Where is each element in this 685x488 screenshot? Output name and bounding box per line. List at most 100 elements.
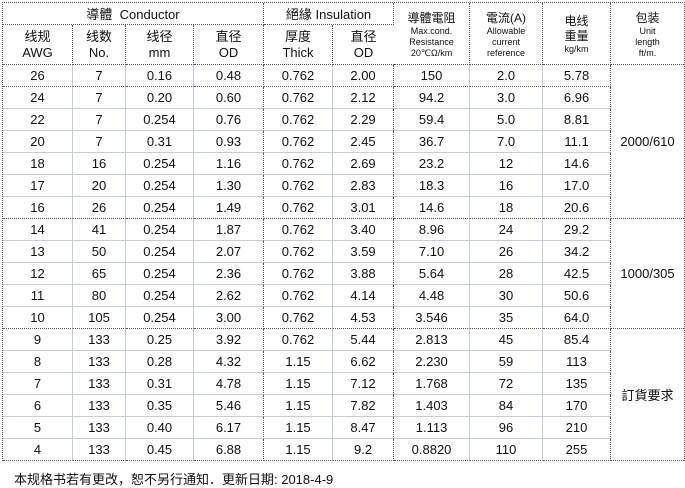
cell-diameter-mm: 0.254 bbox=[126, 263, 194, 285]
cell-thickness: 0.762 bbox=[264, 87, 334, 109]
table-row: 13 50 0.254 2.07 0.762 3.59 7.10 26 34.2 bbox=[3, 241, 684, 263]
cell-resistance: 8.96 bbox=[394, 219, 471, 241]
cell-current: 7.0 bbox=[470, 131, 544, 153]
cell-weight: 42.5 bbox=[543, 263, 612, 285]
cell-current: 59 bbox=[470, 351, 544, 373]
cell-resistance: 3.546 bbox=[394, 307, 471, 329]
table-row: 10 105 0.254 3.00 0.762 4.53 3.546 35 64.0 bbox=[3, 307, 684, 329]
cell-current: 84 bbox=[470, 395, 544, 417]
table-row: 16 26 0.254 1.49 0.762 3.01 14.6 18 20.6 bbox=[3, 197, 684, 219]
cell-insulation-od: 2.00 bbox=[333, 65, 395, 87]
cell-weight: 6.96 bbox=[543, 87, 612, 109]
cell-current: 45 bbox=[470, 329, 544, 351]
cell-awg: 16 bbox=[3, 197, 73, 219]
cell-diameter-mm: 0.254 bbox=[126, 197, 194, 219]
cell-diameter-mm: 0.31 bbox=[126, 131, 194, 153]
package-column-header: 包装 Unit length ft/m. bbox=[611, 3, 685, 65]
cell-diameter-mm: 0.254 bbox=[126, 175, 194, 197]
cell-insulation-od: 5.44 bbox=[333, 329, 395, 351]
cell-awg: 10 bbox=[3, 307, 73, 329]
cell-resistance: 7.10 bbox=[394, 241, 471, 263]
table-header: 導體 Conductor 絕緣 Insulation 導體電阻 Max.cond.… bbox=[3, 3, 685, 65]
cell-conductor-od: 1.49 bbox=[194, 197, 265, 219]
cell-awg: 17 bbox=[3, 175, 73, 197]
cell-strands: 80 bbox=[73, 285, 126, 307]
cell-thickness: 0.762 bbox=[264, 329, 334, 351]
cell-resistance: 0.8820 bbox=[394, 439, 471, 461]
cell-insulation-od: 2.29 bbox=[333, 109, 395, 131]
cell-weight: 20.6 bbox=[543, 197, 612, 219]
cell-diameter-mm: 0.40 bbox=[126, 417, 194, 439]
cell-thickness: 1.15 bbox=[264, 351, 334, 373]
cell-insulation-od: 4.53 bbox=[333, 307, 395, 329]
cell-current: 35 bbox=[470, 307, 544, 329]
cell-weight: 14.6 bbox=[543, 153, 612, 175]
cell-thickness: 0.762 bbox=[264, 197, 334, 219]
cell-diameter-mm: 0.35 bbox=[126, 395, 194, 417]
table-row: 7 133 0.31 4.78 1.15 7.12 1.768 72 135 bbox=[3, 373, 684, 395]
cell-package-group: 1000/305 bbox=[611, 219, 685, 329]
weight-column-header: 电线 重量 kg/km bbox=[543, 3, 612, 65]
cell-awg: 5 bbox=[3, 417, 73, 439]
cell-thickness: 0.762 bbox=[264, 307, 334, 329]
cell-diameter-mm: 0.254 bbox=[126, 285, 194, 307]
cell-resistance: 5.64 bbox=[394, 263, 471, 285]
cell-weight: 17.0 bbox=[543, 175, 612, 197]
cell-strands: 7 bbox=[73, 131, 126, 153]
cell-insulation-od: 2.12 bbox=[333, 87, 395, 109]
cell-conductor-od: 4.32 bbox=[194, 351, 265, 373]
cell-strands: 133 bbox=[73, 373, 126, 395]
cell-current: 18 bbox=[470, 197, 544, 219]
cell-diameter-mm: 0.254 bbox=[126, 153, 194, 175]
cell-diameter-mm: 0.254 bbox=[126, 307, 194, 329]
table-row: 5 133 0.40 6.17 1.15 8.47 1.113 96 210 bbox=[3, 417, 684, 439]
cell-weight: 5.78 bbox=[543, 65, 612, 87]
cell-diameter-mm: 0.25 bbox=[126, 329, 194, 351]
cell-weight: 170 bbox=[543, 395, 612, 417]
cell-conductor-od: 0.48 bbox=[194, 65, 265, 87]
cell-awg: 14 bbox=[3, 219, 73, 241]
table-row: 26 7 0.16 0.48 0.762 2.00 150 2.0 5.78 2000/610 bbox=[3, 65, 685, 219]
cell-insulation-od: 8.47 bbox=[333, 417, 395, 439]
cell-conductor-od: 0.93 bbox=[194, 131, 265, 153]
cell-conductor-od: 2.07 bbox=[194, 241, 265, 263]
cell-strands: 41 bbox=[73, 219, 126, 241]
cell-conductor-od: 1.87 bbox=[194, 219, 265, 241]
table-row: 22 7 0.254 0.76 0.762 2.29 59.4 5.0 8.81 bbox=[3, 109, 684, 131]
cell-weight: 50.6 bbox=[543, 285, 612, 307]
cell-current: 2.0 bbox=[470, 65, 544, 87]
cell-insulation-od: 9.2 bbox=[333, 439, 395, 461]
strands-column-header: 线数 No. bbox=[73, 25, 126, 65]
cell-thickness: 0.762 bbox=[264, 241, 334, 263]
cell-strands: 133 bbox=[73, 351, 126, 373]
cell-strands: 20 bbox=[73, 175, 126, 197]
cell-conductor-od: 6.17 bbox=[194, 417, 265, 439]
cell-conductor-od: 3.92 bbox=[194, 329, 265, 351]
cell-awg: 22 bbox=[3, 109, 73, 131]
wire-spec-table: 導體 Conductor 絕緣 Insulation 導體電阻 Max.cond.… bbox=[2, 2, 685, 461]
cell-current: 12 bbox=[470, 153, 544, 175]
cell-diameter-mm: 0.31 bbox=[126, 373, 194, 395]
cell-resistance: 150 bbox=[394, 65, 471, 87]
cell-conductor-od: 2.36 bbox=[194, 263, 265, 285]
cell-current: 72 bbox=[470, 373, 544, 395]
table-row: 18 16 0.254 1.16 0.762 2.69 23.2 12 14.6 bbox=[3, 153, 684, 175]
cell-thickness: 1.15 bbox=[264, 373, 334, 395]
table-body: 26 7 0.16 0.48 0.762 2.00 150 2.0 5.78 2000/610 24… bbox=[3, 65, 685, 461]
cell-awg: 26 bbox=[3, 65, 73, 87]
insulation-od-column-header: 直径 OD bbox=[333, 25, 395, 65]
table-row: 8 133 0.28 4.32 1.15 6.62 2.230 59 113 bbox=[3, 351, 684, 373]
table-row: 9 133 0.25 3.92 0.762 5.44 2.813 45 85.4 訂貨要求 bbox=[3, 329, 685, 461]
cell-resistance: 36.7 bbox=[394, 131, 471, 153]
cell-insulation-od: 2.83 bbox=[333, 175, 395, 197]
cell-insulation-od: 3.59 bbox=[333, 241, 395, 263]
cell-strands: 133 bbox=[73, 395, 126, 417]
table-row: 12 65 0.254 2.36 0.762 3.88 5.64 28 42.5 bbox=[3, 263, 684, 285]
cell-resistance: 59.4 bbox=[394, 109, 471, 131]
cell-resistance: 18.3 bbox=[394, 175, 471, 197]
conductor-group-header: 導體 Conductor bbox=[3, 3, 265, 25]
cell-strands: 7 bbox=[73, 109, 126, 131]
resistance-column-header: 導體電阻 Max.cond. Resistance 20℃Ω/km bbox=[394, 3, 471, 65]
cell-thickness: 1.15 bbox=[264, 395, 334, 417]
cell-current: 110 bbox=[470, 439, 544, 461]
